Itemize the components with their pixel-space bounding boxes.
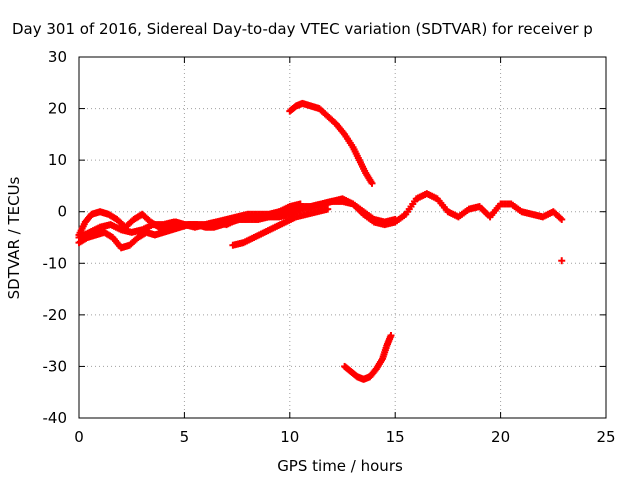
data-point — [558, 257, 566, 265]
x-tick-label: 25 — [596, 428, 615, 446]
x-tick-label: 10 — [280, 428, 299, 446]
y-tick-label: 10 — [48, 151, 67, 169]
data-point — [558, 215, 566, 223]
data-point — [296, 200, 304, 208]
data-point — [387, 331, 395, 339]
y-tick-label: -40 — [43, 409, 68, 427]
data-point — [391, 215, 399, 223]
x-tick-labels: 0 5 10 15 20 25 — [74, 428, 615, 446]
data-point — [368, 179, 376, 187]
y-tick-label: -10 — [43, 254, 68, 272]
y-tick-label: -30 — [43, 357, 68, 375]
x-tick-label: 15 — [386, 428, 405, 446]
y-tick-label: -20 — [43, 306, 68, 324]
y-tick-label: 20 — [48, 100, 67, 118]
data-point — [324, 205, 332, 213]
x-tick-label: 5 — [180, 428, 190, 446]
y-tick-label: 0 — [57, 203, 67, 221]
x-tick-label: 0 — [74, 428, 84, 446]
x-tick-label: 20 — [491, 428, 510, 446]
chart-title: Day 301 of 2016, Sidereal Day-to-day VTE… — [12, 20, 593, 38]
x-axis-label: GPS time / hours — [277, 457, 403, 475]
y-axis-label: SDTVAR / TECUs — [5, 176, 23, 299]
grid-lines — [79, 57, 606, 418]
data-points — [75, 99, 566, 383]
y-tick-labels: 30 20 10 0 -10 -20 -30 -40 — [43, 48, 68, 427]
y-tick-label: 30 — [48, 48, 67, 66]
